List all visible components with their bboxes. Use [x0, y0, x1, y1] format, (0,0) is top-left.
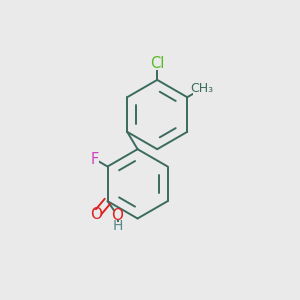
Text: F: F [90, 152, 99, 166]
Text: Cl: Cl [150, 56, 164, 71]
FancyBboxPatch shape [193, 82, 212, 94]
Text: O: O [90, 207, 102, 222]
Text: H: H [112, 219, 123, 233]
FancyBboxPatch shape [113, 222, 122, 231]
FancyBboxPatch shape [92, 210, 101, 219]
FancyBboxPatch shape [90, 154, 99, 164]
Text: CH₃: CH₃ [191, 82, 214, 95]
FancyBboxPatch shape [148, 57, 166, 70]
FancyBboxPatch shape [113, 211, 122, 220]
Text: O: O [112, 208, 124, 223]
